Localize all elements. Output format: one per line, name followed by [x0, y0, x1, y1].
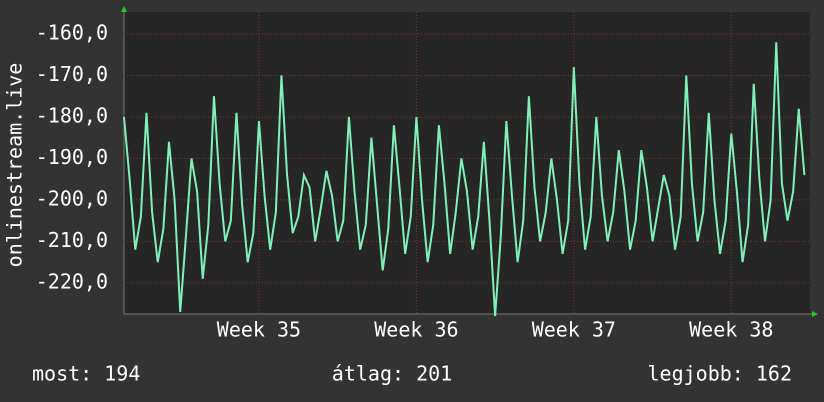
- plot-area: [124, 12, 810, 314]
- y-tick-label: -160,0: [36, 20, 108, 44]
- stat-average: átlag: 201: [332, 362, 452, 386]
- x-tick-label: Week 38: [689, 318, 773, 342]
- data-line: [123, 42, 806, 317]
- stat-best: legjobb: 162: [648, 362, 793, 386]
- y-axis-label: onlinestream.live: [3, 63, 27, 268]
- x-tick-label: Week 35: [217, 318, 301, 342]
- x-arrow: [812, 311, 818, 317]
- y-tick-label: -190,0: [36, 145, 108, 169]
- y-arrow: [121, 6, 127, 12]
- x-tick-label: Week 36: [374, 318, 458, 342]
- y-tick-label: -180,0: [36, 103, 108, 127]
- x-tick-label: Week 37: [532, 318, 616, 342]
- y-tick-label: -170,0: [36, 62, 108, 86]
- y-tick-label: -210,0: [36, 228, 108, 252]
- stat-current: most: 194: [32, 362, 140, 386]
- y-tick-label: -220,0: [36, 269, 108, 293]
- y-tick-label: -200,0: [36, 186, 108, 210]
